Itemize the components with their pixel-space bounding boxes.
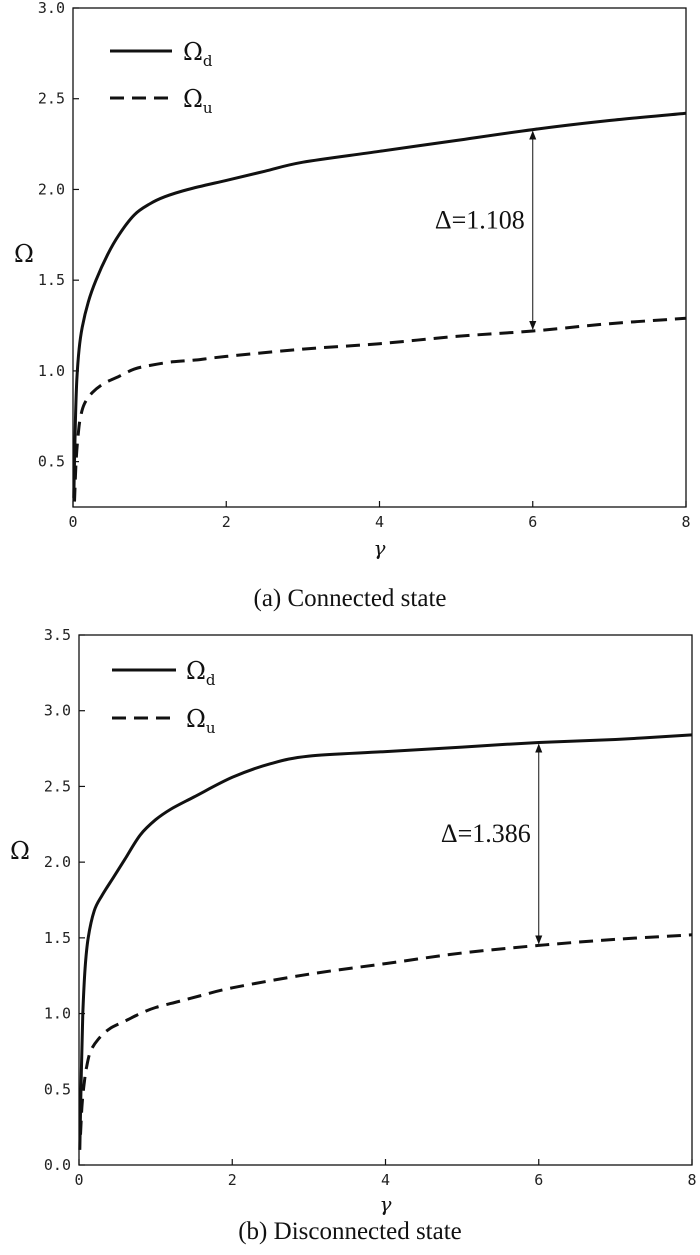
x-tick-label: 0 [74,1171,83,1189]
y-tick-label: 3.5 [44,627,71,644]
legend-symbol: Ω [186,657,206,685]
x-tick-label: 6 [528,513,537,531]
legend-symbol: Ω [183,38,203,66]
y-tick-label: 2.0 [44,853,71,871]
plot-frame [72,7,687,508]
y-tick-label: 0.5 [44,1080,71,1098]
legend-symbol: Ω [186,705,206,733]
series-line-omega-u [73,316,687,502]
caption: (a) Connected state [254,585,447,612]
y-axis-label: Ω [14,240,34,268]
plot-frame [78,634,693,1166]
legend-entry-omega-d: Ωd [183,38,213,70]
x-tick-label: 2 [228,1171,237,1189]
y-tick-label: 3.0 [38,0,65,17]
y-tick-label: 3.0 [44,702,71,720]
legend-entry-omega-u: Ωu [186,705,216,737]
series-line-omega-d [72,111,687,498]
legend-entry-omega-d: Ωd [186,657,216,689]
delta-annotation: Δ=1.108 [435,205,525,234]
legend-subscript: u [206,719,216,737]
legend-entry-omega-u: Ωu [183,85,213,117]
x-tick-label: 8 [681,513,690,531]
y-tick-label: 2.5 [38,90,65,108]
legend-subscript: d [203,52,213,70]
x-tick-label: 4 [375,513,384,531]
y-tick-label: 2.5 [44,777,71,795]
x-tick-label: 0 [68,513,77,531]
y-axis-label: Ω [10,837,30,865]
legend-symbol: Ω [183,85,203,113]
y-tick-label: 1.0 [38,362,65,380]
y-tick-label: 0.5 [38,453,65,471]
y-tick-label: 0.0 [44,1156,71,1174]
x-tick-label: 8 [687,1171,696,1189]
y-tick-label: 1.5 [44,929,71,947]
legend-subscript: d [206,671,216,689]
x-axis-label: γ [374,536,386,560]
y-tick-label: 1.0 [44,1005,71,1023]
delta-annotation: Δ=1.386 [441,819,531,848]
x-tick-label: 4 [381,1171,390,1189]
y-tick-label: 2.0 [38,180,65,198]
y-tick-label: 1.5 [38,271,65,289]
series-line-omega-d [78,733,693,1150]
x-tick-label: 2 [222,513,231,531]
x-axis-label: γ [380,1192,392,1216]
caption: (b) Disconnected state [238,1218,462,1245]
series-line-omega-u [79,933,693,1135]
x-tick-label: 6 [534,1171,543,1189]
legend-subscript: u [203,99,213,117]
